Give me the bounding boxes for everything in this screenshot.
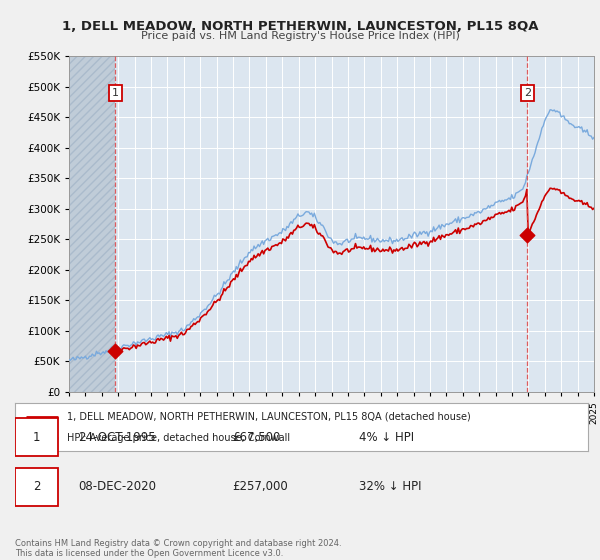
Text: 08-DEC-2020: 08-DEC-2020 <box>78 480 156 493</box>
Text: £257,000: £257,000 <box>233 480 289 493</box>
Text: Contains HM Land Registry data © Crown copyright and database right 2024.
This d: Contains HM Land Registry data © Crown c… <box>15 539 341 558</box>
FancyBboxPatch shape <box>15 418 58 456</box>
Text: HPI: Average price, detached house, Cornwall: HPI: Average price, detached house, Corn… <box>67 433 290 444</box>
Point <box>110 346 120 355</box>
Text: 1: 1 <box>33 431 40 444</box>
Text: Price paid vs. HM Land Registry's House Price Index (HPI): Price paid vs. HM Land Registry's House … <box>140 31 460 41</box>
Text: 1: 1 <box>112 88 119 98</box>
Text: 32% ↓ HPI: 32% ↓ HPI <box>359 480 421 493</box>
Text: 2: 2 <box>524 88 531 98</box>
Text: £67,500: £67,500 <box>233 431 281 444</box>
FancyBboxPatch shape <box>15 468 58 506</box>
Text: 1, DELL MEADOW, NORTH PETHERWIN, LAUNCESTON, PL15 8QA: 1, DELL MEADOW, NORTH PETHERWIN, LAUNCES… <box>62 20 538 32</box>
Text: 4% ↓ HPI: 4% ↓ HPI <box>359 431 414 444</box>
Text: 24-OCT-1995: 24-OCT-1995 <box>78 431 155 444</box>
Text: 1, DELL MEADOW, NORTH PETHERWIN, LAUNCESTON, PL15 8QA (detached house): 1, DELL MEADOW, NORTH PETHERWIN, LAUNCES… <box>67 412 470 422</box>
Point <box>523 231 532 240</box>
Text: 2: 2 <box>33 480 40 493</box>
Bar <box>69 56 115 392</box>
